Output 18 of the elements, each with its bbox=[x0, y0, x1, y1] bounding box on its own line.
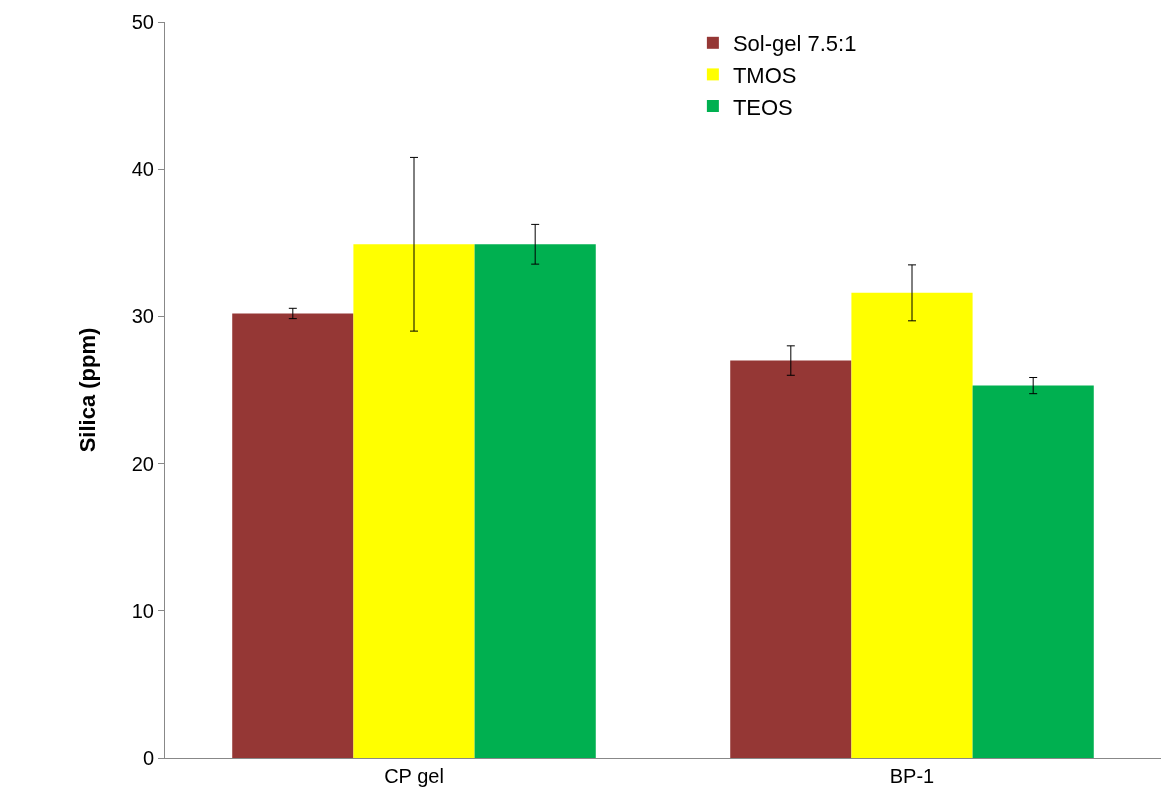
y-tick-label: 20 bbox=[131, 452, 154, 475]
bar bbox=[353, 244, 475, 758]
bar bbox=[730, 360, 852, 758]
legend-label: TMOS bbox=[732, 62, 797, 88]
y-tick-label: 40 bbox=[131, 158, 154, 181]
bar bbox=[474, 244, 596, 758]
x-tick-label: BP-1 bbox=[889, 765, 935, 787]
y-tick-label: 0 bbox=[142, 747, 154, 769]
x-tick-label: CP gel bbox=[384, 765, 444, 787]
y-tick-label: 10 bbox=[131, 599, 154, 622]
bar bbox=[851, 292, 973, 758]
y-tick-label: 30 bbox=[131, 305, 154, 328]
y-axis-title: Silica (ppm) bbox=[74, 327, 100, 453]
y-tick-label: 50 bbox=[131, 11, 154, 33]
bar bbox=[232, 313, 354, 758]
bar bbox=[972, 385, 1094, 758]
legend-label: Sol-gel 7.5:1 bbox=[732, 31, 857, 57]
legend-label: TEOS bbox=[732, 94, 793, 120]
